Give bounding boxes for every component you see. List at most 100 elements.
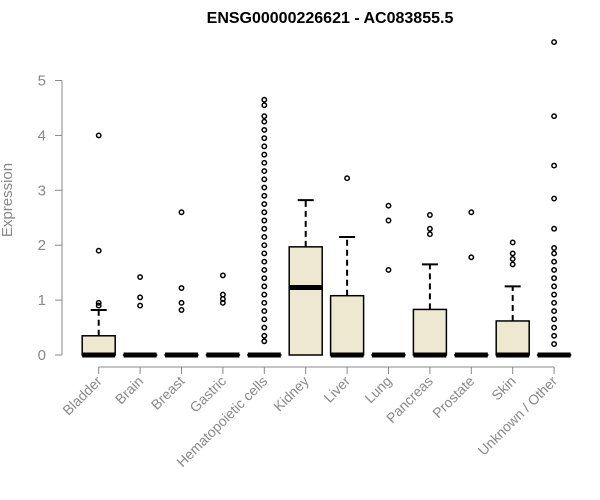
y-tick-label: 5 — [38, 73, 46, 90]
outlier-point — [219, 272, 226, 279]
box — [495, 320, 530, 356]
outlier-point — [551, 225, 558, 232]
outlier-point — [509, 255, 516, 262]
outlier-point — [551, 258, 558, 265]
outlier-point — [261, 143, 268, 150]
outlier-point — [261, 338, 268, 345]
outlier-point — [261, 102, 268, 109]
box-group — [454, 209, 489, 358]
box-group — [164, 209, 199, 358]
outlier-point — [551, 266, 558, 273]
outlier-point — [385, 217, 392, 224]
chart-title: ENSG00000226621 - AC083855.5 — [207, 10, 454, 27]
outlier-point — [261, 135, 268, 142]
outlier-point — [178, 285, 185, 291]
outlier-point — [137, 294, 144, 301]
outlier-point — [261, 192, 268, 199]
outlier-point — [551, 113, 558, 120]
box — [288, 246, 323, 356]
outlier-point — [551, 316, 558, 323]
x-tick-label: Brain — [112, 373, 146, 407]
outlier-point — [261, 291, 268, 298]
outlier-point — [261, 275, 268, 282]
box-group — [81, 132, 116, 358]
y-tick-label: 2 — [38, 237, 46, 254]
outlier-point — [426, 231, 433, 238]
outlier-point — [551, 299, 558, 306]
outlier-point — [178, 299, 185, 306]
outlier-point — [551, 324, 558, 331]
outlier-point — [261, 151, 268, 158]
outlier-point — [344, 175, 351, 182]
outlier-point — [137, 274, 144, 280]
y-tick-label: 1 — [38, 292, 46, 309]
outlier-point — [261, 332, 268, 339]
y-axis: 0 1 2 3 4 5 — [38, 73, 63, 364]
outlier-point — [261, 201, 268, 207]
outlier-point — [261, 250, 268, 257]
outlier-point — [551, 341, 558, 347]
outlier-point — [261, 209, 268, 216]
x-tick-label: Prostate — [429, 373, 477, 421]
box-group — [412, 212, 448, 358]
y-axis-label: Expression — [0, 163, 16, 237]
outlier-point — [261, 316, 268, 323]
outlier-point — [261, 283, 268, 290]
outlier-point — [261, 266, 268, 273]
outlier-point — [261, 217, 268, 224]
box-group — [329, 175, 365, 358]
outlier-point — [385, 266, 392, 273]
box — [81, 335, 116, 356]
x-tick-label: Liver — [320, 373, 353, 406]
y-tick-label: 3 — [38, 182, 46, 199]
outlier-point — [551, 308, 558, 315]
box-group — [288, 199, 323, 356]
outlier-point — [551, 244, 558, 251]
outlier-point — [261, 299, 268, 306]
outlier-point — [551, 195, 558, 202]
outlier-point — [261, 184, 268, 191]
y-tick-label: 4 — [38, 127, 46, 144]
box-group — [205, 272, 241, 358]
box-group — [371, 202, 406, 358]
outlier-point — [551, 291, 558, 298]
outlier-point — [509, 250, 516, 257]
outlier-point — [178, 209, 185, 216]
outlier-point — [95, 302, 102, 309]
outlier-point — [261, 258, 268, 265]
outlier-point — [261, 96, 268, 103]
x-tick-label: Skin — [488, 373, 519, 404]
box-group — [495, 239, 530, 358]
outlier-point — [551, 275, 558, 282]
outlier-point — [95, 132, 102, 139]
outlier-point — [261, 308, 268, 315]
plot-area — [81, 39, 572, 358]
outlier-point — [551, 283, 558, 290]
box-group — [122, 274, 158, 358]
outlier-point — [261, 126, 268, 133]
outlier-point — [551, 250, 558, 257]
outlier-point — [137, 302, 144, 309]
box — [329, 294, 365, 356]
outlier-point — [261, 176, 268, 183]
box-group — [536, 39, 572, 358]
outlier-point — [261, 113, 268, 120]
outlier-point — [426, 212, 433, 218]
outlier-point — [261, 168, 268, 175]
outlier-point — [95, 247, 102, 254]
box-group — [247, 96, 282, 358]
outlier-point — [509, 261, 516, 268]
outlier-point — [219, 291, 226, 298]
outlier-point — [261, 242, 268, 249]
outlier-point — [509, 239, 516, 246]
outlier-point — [551, 332, 558, 339]
outlier-point — [261, 118, 268, 125]
y-tick-label: 0 — [38, 347, 46, 364]
outlier-point — [261, 234, 268, 240]
outlier-point — [178, 307, 185, 313]
outlier-point — [261, 159, 268, 166]
x-tick-label: Bladder — [59, 373, 105, 419]
outlier-point — [261, 225, 268, 232]
